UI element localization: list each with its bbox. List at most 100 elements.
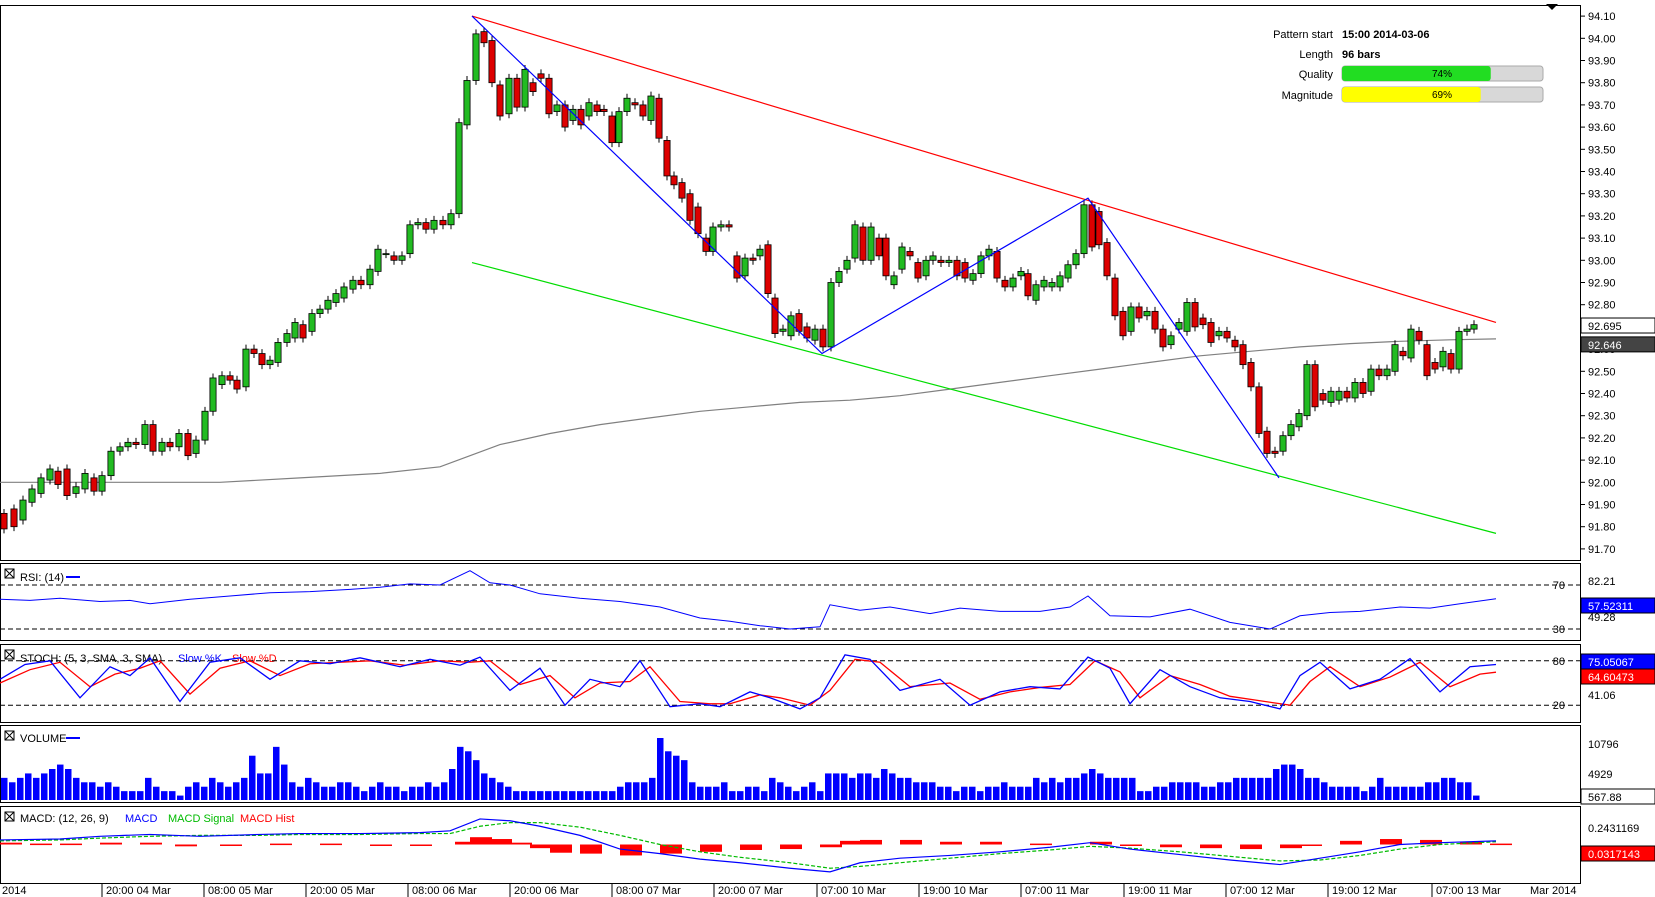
- time-tick-label: 19:00 10 Mar: [923, 885, 988, 897]
- candle: [545, 73, 553, 119]
- volume-bar: [1001, 782, 1008, 800]
- candle-bullish: [741, 257, 749, 277]
- candle: [513, 73, 521, 112]
- volume-bar: [705, 786, 712, 800]
- candle: [1279, 431, 1287, 456]
- price-tick-label: 92.40: [1588, 389, 1616, 401]
- candle-bullish: [374, 248, 382, 272]
- volume-bar: [281, 764, 288, 800]
- stoch-level-label: 20: [1553, 700, 1565, 712]
- volume-bar: [329, 786, 336, 800]
- candle-bearish: [1135, 306, 1143, 319]
- candle-bearish: [1255, 386, 1263, 434]
- macd-hist-bar: [1200, 844, 1222, 849]
- volume-bar: [977, 791, 984, 800]
- candle: [1343, 386, 1351, 403]
- quality-bar-fill: [1342, 66, 1491, 81]
- volume-bar: [961, 786, 968, 800]
- volume-bar: [793, 791, 800, 800]
- pattern-magnitude-label: Magnitude: [1282, 90, 1333, 102]
- candle-bullish: [1287, 424, 1295, 437]
- volume-bar: [537, 791, 544, 800]
- candle: [226, 371, 234, 385]
- macd-hist-bar: [490, 839, 512, 845]
- candle: [1407, 324, 1415, 363]
- candle: [124, 437, 132, 452]
- macd-hist-bar: [860, 839, 882, 845]
- candle: [1167, 331, 1175, 350]
- volume-bar: [1145, 791, 1152, 800]
- candle: [422, 218, 430, 234]
- candle: [733, 251, 741, 283]
- candle: [1335, 386, 1343, 405]
- volume-bar: [257, 773, 264, 800]
- ma-value-label-box: [1580, 336, 1655, 353]
- stoch-panel: STOCH: (5, 3, SMA, 3, SMA) Slow %K Slow …: [0, 644, 1655, 723]
- candle: [953, 255, 961, 281]
- rsi-line: [0, 570, 1497, 630]
- rsi-current-label: 57.52311: [1588, 601, 1633, 613]
- macd-hist-bar: [175, 844, 197, 847]
- candle-bearish: [166, 441, 174, 448]
- candle-bearish: [513, 77, 521, 108]
- macd-hist-bar: [470, 837, 492, 845]
- volume-bar: [441, 782, 448, 800]
- volume-current-box: [1580, 788, 1655, 805]
- stoch-d-box: [1580, 668, 1655, 685]
- candle-bullish: [585, 102, 593, 117]
- candle: [1247, 357, 1255, 392]
- candle: [843, 255, 851, 274]
- candle-bearish: [149, 424, 157, 452]
- candle-bullish: [406, 224, 414, 255]
- volume-bar: [1377, 777, 1384, 800]
- price-tick-label: 93.50: [1588, 144, 1616, 156]
- candle: [158, 437, 166, 456]
- candle-bearish: [1399, 350, 1407, 357]
- time-tick-label: Mar 2014: [1530, 885, 1576, 897]
- candle: [414, 218, 422, 230]
- candle: [430, 215, 438, 234]
- time-tick-label: 19:00 11 Mar: [1128, 885, 1192, 897]
- volume-bar: [545, 791, 552, 800]
- candle: [258, 349, 266, 370]
- candle: [1255, 382, 1263, 438]
- candle: [1080, 200, 1088, 259]
- panel-toggle-cross: [4, 649, 15, 660]
- candle: [1009, 273, 1017, 292]
- candle: [827, 278, 835, 352]
- candle-bullish: [521, 68, 529, 108]
- volume-bar: [417, 786, 424, 800]
- volume-bar: [9, 782, 16, 800]
- volume-bar: [1177, 782, 1184, 800]
- candle: [647, 91, 655, 125]
- volume-bar: [177, 795, 184, 800]
- candle-bearish: [694, 206, 702, 235]
- candle-bullish: [201, 410, 209, 441]
- candle-bearish: [1024, 273, 1032, 297]
- volume-bar: [241, 777, 248, 800]
- volume-bar: [1217, 782, 1224, 800]
- volume-bar: [609, 791, 616, 800]
- macd-hist-bar: [550, 844, 572, 853]
- volume-bar: [1161, 786, 1168, 800]
- volume-bar: [833, 773, 840, 800]
- volume-bar: [113, 786, 120, 800]
- candle-bullish: [843, 259, 851, 270]
- time-tick-label: 07:00 12 Mar: [1230, 885, 1295, 897]
- macd-hist-bar: [1280, 844, 1302, 849]
- candle: [1048, 278, 1056, 292]
- current-value-labels: 92.695 92.646: [1580, 317, 1655, 353]
- candle: [1183, 298, 1191, 336]
- candle-bearish: [1263, 430, 1271, 454]
- candle-bullish: [922, 259, 930, 277]
- volume-bar: [817, 791, 824, 800]
- candle-bullish: [158, 441, 166, 452]
- volume-bar: [553, 791, 560, 800]
- candle-bullish: [107, 450, 115, 477]
- volume-bar: [489, 777, 496, 800]
- candle: [1040, 275, 1048, 292]
- candle: [141, 420, 149, 449]
- pattern-quality-label: Quality: [1299, 69, 1334, 81]
- candle: [1119, 306, 1127, 341]
- time-tick-label: 07:00 11 Mar: [1025, 885, 1089, 897]
